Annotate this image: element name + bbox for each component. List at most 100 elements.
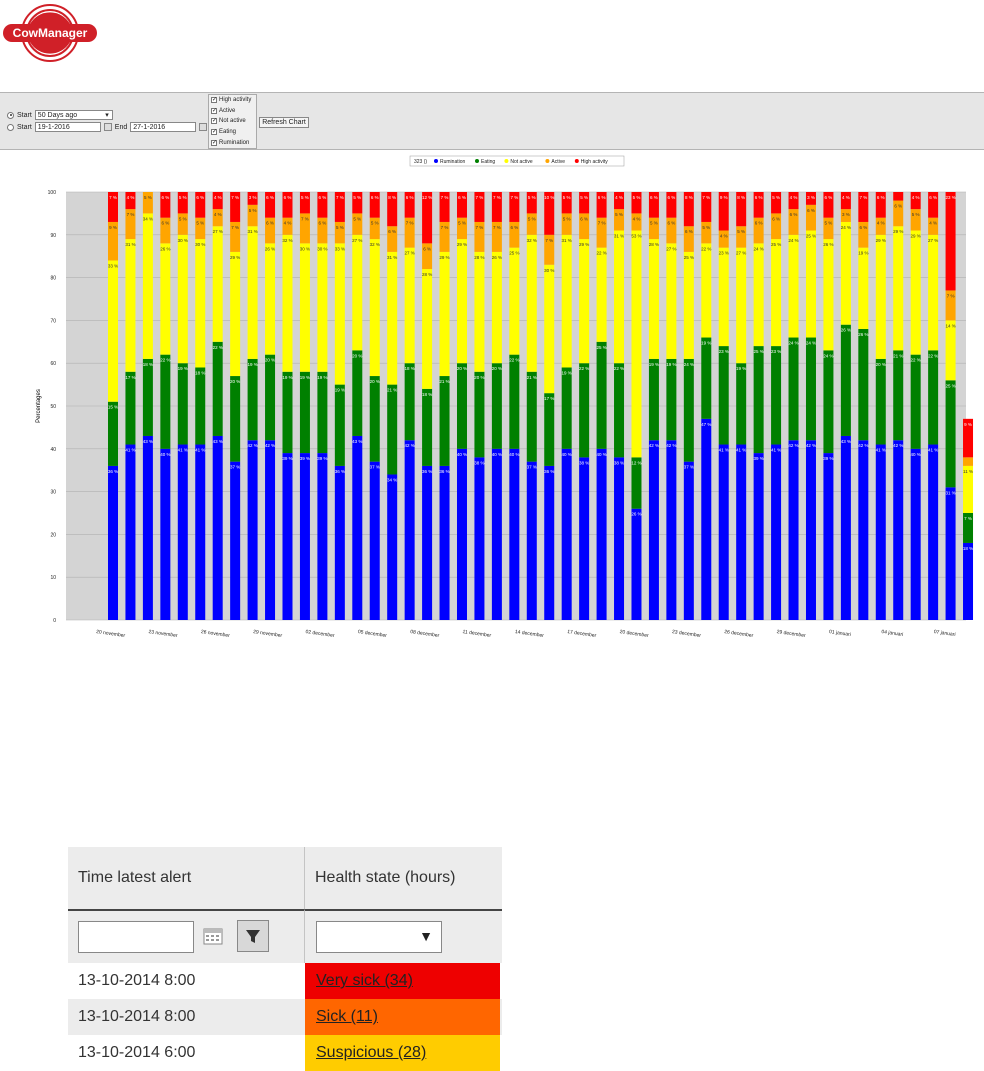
bar-segment (753, 346, 764, 454)
y-tick-label: 30 (50, 490, 56, 496)
data-label: 15 % (108, 405, 118, 410)
data-label: 6 % (388, 229, 396, 234)
data-label: 43 % (143, 439, 153, 444)
bar-segment (945, 487, 956, 620)
refresh-chart-button[interactable]: Refresh Chart (259, 117, 309, 128)
checkbox-label: Eating (219, 129, 237, 136)
bar-segment (230, 192, 241, 222)
bar-segment (596, 341, 607, 449)
data-label: 36 % (544, 469, 554, 474)
logo-text: CowManager (13, 26, 88, 40)
start-calendar-icon[interactable] (103, 123, 112, 131)
bar-segment (195, 444, 206, 620)
bar-segment (404, 440, 415, 620)
calendar-icon[interactable] (203, 928, 223, 945)
bar-segment (648, 217, 659, 240)
data-label: 8 % (737, 195, 745, 200)
checkbox-not-active[interactable]: ✓ Not active (209, 116, 256, 127)
bar-segment (788, 209, 799, 235)
data-label: 7 % (493, 195, 501, 200)
data-label: 42 % (858, 443, 868, 448)
date-range-radio[interactable] (7, 123, 14, 131)
bar-segment (526, 234, 537, 372)
bar-segment (701, 337, 712, 419)
bar-segment (858, 221, 869, 248)
health-state-link[interactable]: Very sick (34) (305, 963, 500, 999)
bar-segment (963, 457, 974, 466)
bar-segment (631, 508, 642, 620)
x-tick-label: 02 december (305, 629, 335, 639)
bar-segment (142, 192, 153, 214)
checkbox-eating[interactable]: ✓ Eating (209, 127, 256, 138)
data-label: 22 % (614, 366, 624, 371)
bar-segment (352, 213, 363, 235)
data-label: 6 % (580, 216, 588, 221)
data-label: 30 % (300, 246, 310, 251)
bar-segment (369, 239, 380, 377)
data-label: 7 % (301, 216, 309, 221)
table-row[interactable]: 13-10-2014 6:00 Suspicious (28) (68, 1035, 502, 1071)
bar-segment (753, 217, 764, 244)
data-label: 32 % (282, 238, 292, 243)
bar-segment (439, 221, 450, 252)
data-label: 6 % (772, 216, 780, 221)
bar-segment (247, 440, 258, 620)
end-date-input[interactable]: 27-1-2016 (130, 122, 197, 132)
bar-segment (177, 234, 188, 364)
data-label: 43 % (213, 439, 223, 444)
column-header-health-state[interactable]: Health state (hours) (305, 847, 502, 909)
data-label: 6 % (458, 195, 466, 200)
data-label: 24 % (806, 341, 816, 346)
alerts-grid: Time latest alert Health state (hours) ▼… (68, 847, 502, 1071)
checkbox-active[interactable]: ✓ Active (209, 106, 256, 117)
health-state-link[interactable]: Sick (11) (305, 999, 500, 1035)
activity-chart: 323 () Rumination Eating Not active Active Hi… (0, 152, 984, 646)
chart-svg: 323 () Rumination Eating Not active Active Hi… (36, 155, 974, 639)
data-label: 22 % (701, 246, 711, 251)
health-state-dropdown[interactable]: ▼ (316, 921, 442, 953)
data-label: 38 % (579, 460, 589, 465)
data-label: 19 % (282, 375, 292, 380)
legend-marker (475, 159, 479, 163)
bar-segment (474, 221, 485, 252)
health-state-link[interactable]: Suspicious (28) (305, 1035, 500, 1071)
checkbox-rumination[interactable]: ✓ Rumination (209, 137, 256, 148)
data-label: 3 % (807, 195, 815, 200)
bar-segment (352, 234, 363, 351)
bar-segment (247, 226, 258, 359)
dropdown-arrow-icon: ▾ (105, 112, 109, 119)
bar-segment (160, 448, 171, 620)
data-label: 30 % (178, 238, 188, 243)
column-header-time[interactable]: Time latest alert (68, 847, 305, 909)
data-label: 19 % (300, 375, 310, 380)
end-calendar-icon[interactable] (199, 123, 208, 131)
data-label: 24 % (788, 341, 798, 346)
data-label: 19 % (666, 362, 676, 367)
data-label: 31 % (247, 229, 257, 234)
check-icon: ✓ (211, 139, 218, 146)
bar-segment (299, 213, 310, 244)
bar-segment (718, 444, 729, 620)
bar-segment (474, 251, 485, 372)
x-tick-label: 23 november (148, 629, 178, 639)
start-date-input[interactable]: 19-1-2016 (34, 122, 101, 132)
data-label: 19 % (335, 388, 345, 393)
time-filter-input[interactable] (78, 921, 194, 953)
data-label: 41 % (125, 448, 135, 453)
filter-button[interactable] (237, 920, 269, 952)
data-label: 25 % (753, 349, 763, 354)
period-select[interactable]: 50 Days ago ▾ (34, 110, 113, 120)
table-row[interactable]: 13-10-2014 8:00 Very sick (34) (68, 963, 502, 999)
x-tick-label: 20 december (619, 629, 649, 639)
y-tick-label: 50 (50, 404, 56, 410)
checkbox-high-activity[interactable]: ✓ High activity (209, 95, 256, 106)
bar-segment (160, 354, 171, 449)
data-label: 30 % (195, 242, 205, 247)
table-row[interactable]: 13-10-2014 8:00 Sick (11) (68, 999, 502, 1035)
bar-segment (579, 213, 590, 240)
bar-segment (875, 444, 886, 620)
period-radio[interactable] (7, 111, 14, 119)
data-label: 28 % (474, 255, 484, 260)
data-label: 7 % (476, 225, 484, 230)
bar-segment (928, 444, 939, 620)
